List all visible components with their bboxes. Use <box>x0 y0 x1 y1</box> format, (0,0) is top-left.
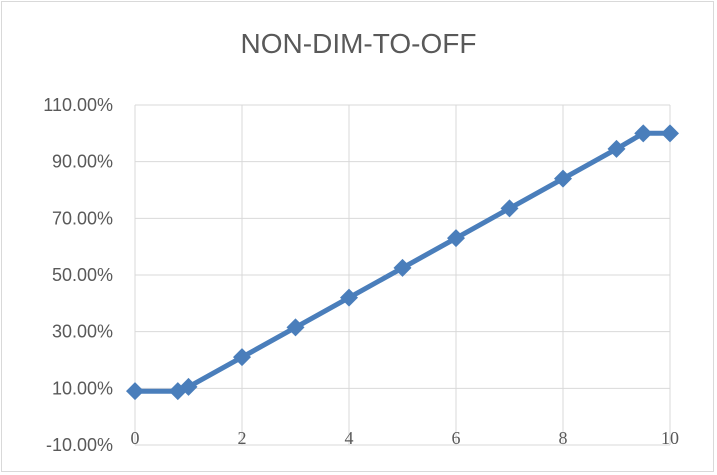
y-tick-label: 10.00% <box>52 378 113 398</box>
y-tick-label: 110.00% <box>43 95 113 115</box>
data-point-marker <box>447 229 465 248</box>
data-point-marker <box>634 124 653 143</box>
data-point-marker <box>607 139 626 158</box>
data-point-marker <box>340 288 358 307</box>
y-tick-label: 50.00% <box>52 265 113 285</box>
y-tick-label: 30.00% <box>52 322 113 342</box>
x-tick-label: 6 <box>452 428 461 448</box>
y-tick-label: 70.00% <box>52 208 113 228</box>
x-tick-label: 4 <box>345 428 354 448</box>
data-point-marker <box>126 382 144 401</box>
data-point-marker <box>233 348 251 367</box>
series <box>126 124 679 401</box>
x-tick-label: 0 <box>131 428 140 448</box>
y-tick-label: 90.00% <box>52 152 113 172</box>
data-point-marker <box>393 258 412 277</box>
data-point-marker <box>554 169 572 188</box>
data-point-marker <box>286 318 305 337</box>
data-point-marker <box>500 199 519 218</box>
chart-title: NON-DIM-TO-OFF <box>240 28 477 59</box>
data-point-marker <box>661 124 679 143</box>
x-axis-tick-labels: 0 2 4 6 8 10 <box>131 428 680 448</box>
x-tick-label: 8 <box>559 428 568 448</box>
x-tick-label: 2 <box>238 428 247 448</box>
data-point-marker <box>179 377 198 396</box>
gridlines <box>134 104 671 446</box>
x-tick-label: 10 <box>661 428 679 448</box>
y-tick-label: -10.00% <box>46 435 113 455</box>
y-axis-tick-labels: -10.00% 10.00% 30.00% 50.00% 70.00% 90.00% 110… <box>43 95 113 455</box>
